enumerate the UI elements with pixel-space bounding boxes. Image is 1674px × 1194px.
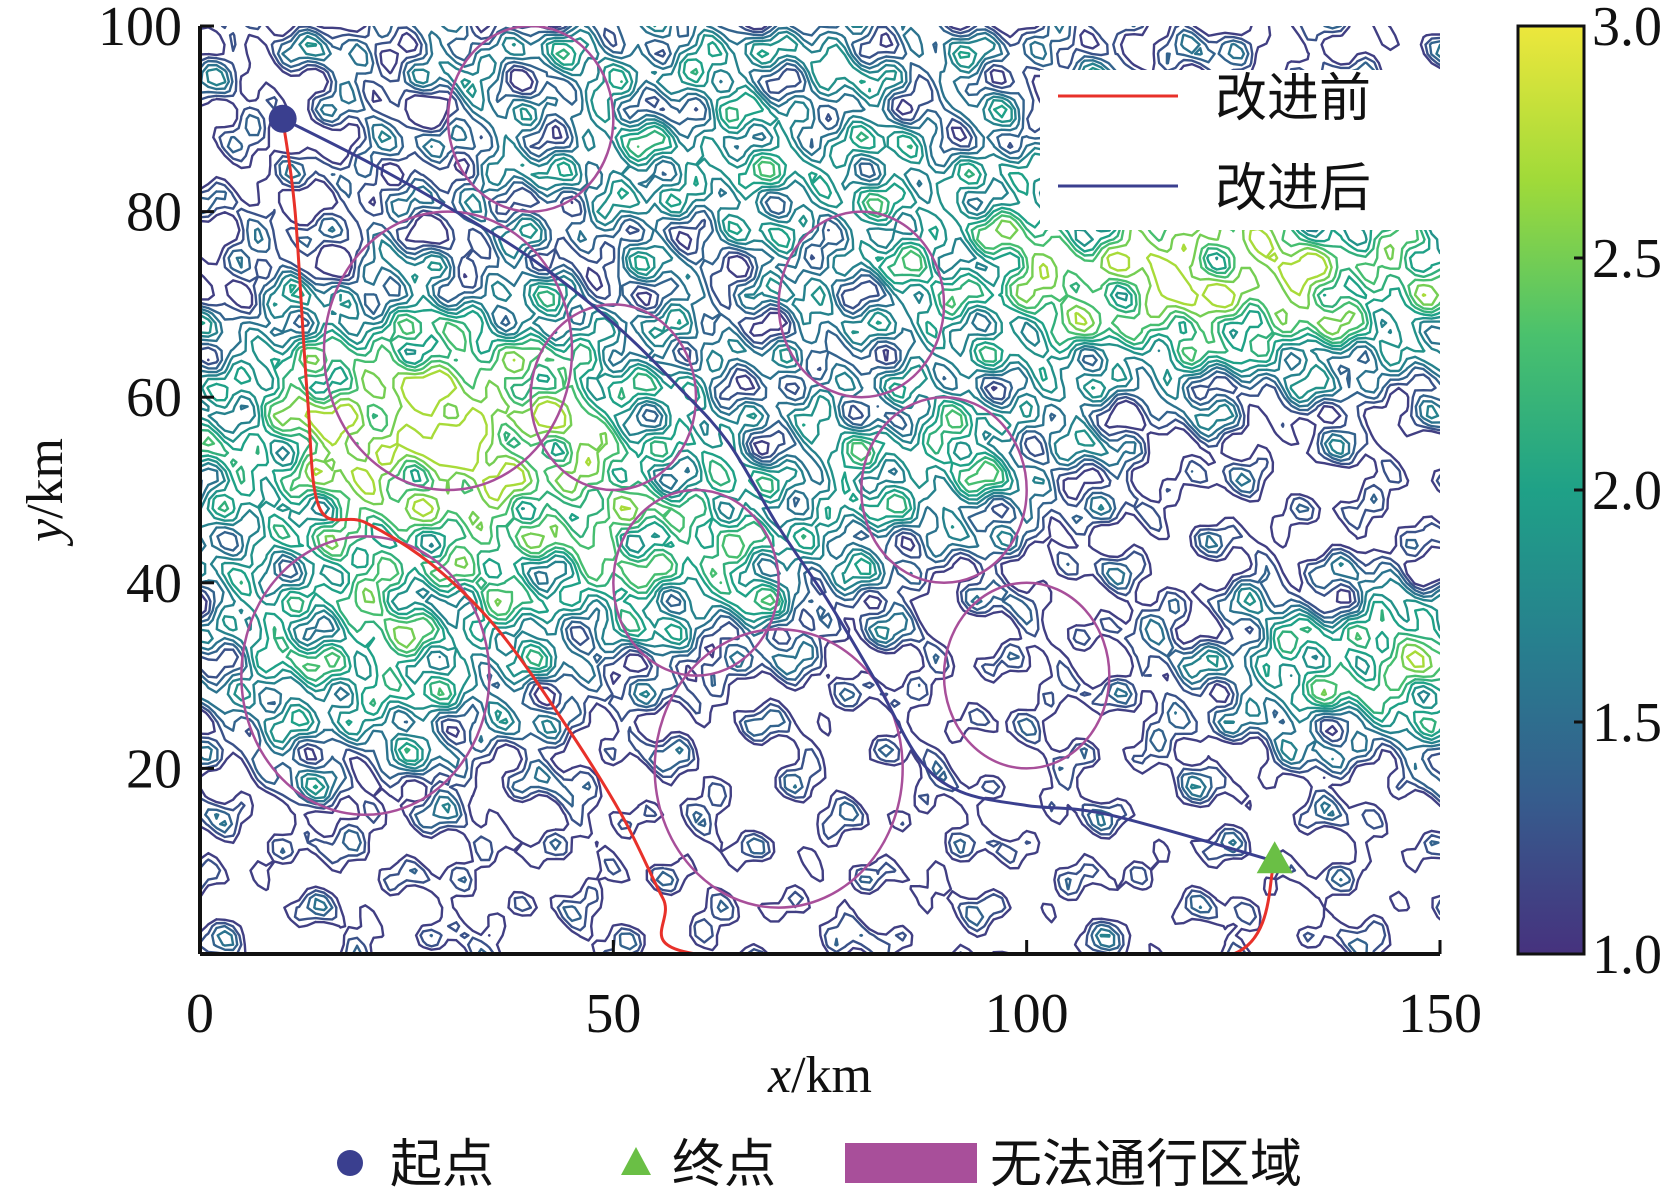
y-tick-label: 80	[126, 182, 182, 244]
obstacle-circle	[529, 303, 698, 492]
obstacle-circle	[860, 395, 1028, 585]
contour-level	[200, 26, 1440, 954]
obstacle-circle	[446, 26, 615, 213]
contour-level	[200, 26, 1440, 954]
obstacle-legend-marker	[845, 1143, 977, 1183]
obstacle-circle	[777, 210, 946, 399]
path-lines	[281, 117, 1277, 954]
y-tick-label: 20	[126, 738, 182, 800]
path-markers	[268, 104, 1293, 874]
y-axis-label: y/km	[17, 438, 74, 547]
obstacle-circles	[240, 26, 1111, 909]
bottom-legend: 起点 终点 无法通行区域	[337, 1135, 1302, 1194]
contour-level	[272, 219, 1440, 697]
colorbar-tick-label: 2.5	[1592, 228, 1662, 290]
x-tick-label: 100	[985, 983, 1069, 1045]
axes-frame	[198, 26, 1440, 956]
colorbar-tick-label: 1.0	[1592, 924, 1662, 986]
y-tick-label: 60	[126, 367, 182, 429]
y-axis-label-var: y	[17, 518, 74, 547]
obstacle-circle	[653, 627, 904, 909]
x-tick-label: 150	[1398, 983, 1482, 1045]
obstacle-circle	[612, 488, 780, 677]
legend-label-after: 改进后	[1215, 159, 1371, 219]
y-axis-label-unit: /km	[17, 438, 74, 519]
obstacle-legend-label: 无法通行区域	[990, 1135, 1302, 1194]
start-legend-marker	[337, 1150, 363, 1176]
colorbar: 1.0 1.5 2.0 2.5 3.0	[1516, 0, 1662, 986]
plot-area	[200, 26, 1440, 954]
colorbar-tick-label: 1.5	[1592, 692, 1662, 754]
colorbar-tick-label: 3.0	[1592, 0, 1662, 58]
start-point-marker	[268, 104, 297, 133]
colorbar-gradient	[1516, 24, 1586, 956]
obstacle-circle	[240, 535, 491, 817]
y-axis-ticks: 20 40 60 80 100	[98, 0, 214, 800]
end-point-marker	[1256, 841, 1293, 874]
colorbar-tick-label: 2.0	[1592, 460, 1662, 522]
x-axis-label: x/km	[767, 1047, 872, 1104]
obstacle-circle	[322, 210, 574, 492]
path-before	[281, 118, 1277, 954]
obstacle-circle	[942, 581, 1111, 770]
y-tick-label: 40	[126, 553, 182, 615]
y-tick-label: 100	[98, 0, 182, 58]
x-axis-ticks: 0 50 100 150	[186, 940, 1482, 1045]
start-legend-label: 起点	[390, 1135, 494, 1194]
colorbar-ticks: 1.0 1.5 2.0 2.5 3.0	[1574, 0, 1662, 986]
end-legend-marker	[621, 1147, 651, 1175]
x-tick-label: 50	[585, 983, 641, 1045]
end-legend-label: 终点	[672, 1135, 776, 1194]
x-tick-label: 0	[186, 983, 214, 1045]
x-axis-label-var: x	[767, 1047, 791, 1104]
terrain-contours	[200, 26, 1440, 954]
contour-level	[202, 145, 1440, 702]
path-after	[282, 117, 1276, 863]
legend-label-before: 改进前	[1215, 69, 1371, 129]
legend: 改进前 改进后	[1040, 69, 1440, 230]
contour-level	[304, 227, 1427, 668]
x-axis-label-unit: /km	[791, 1047, 872, 1104]
